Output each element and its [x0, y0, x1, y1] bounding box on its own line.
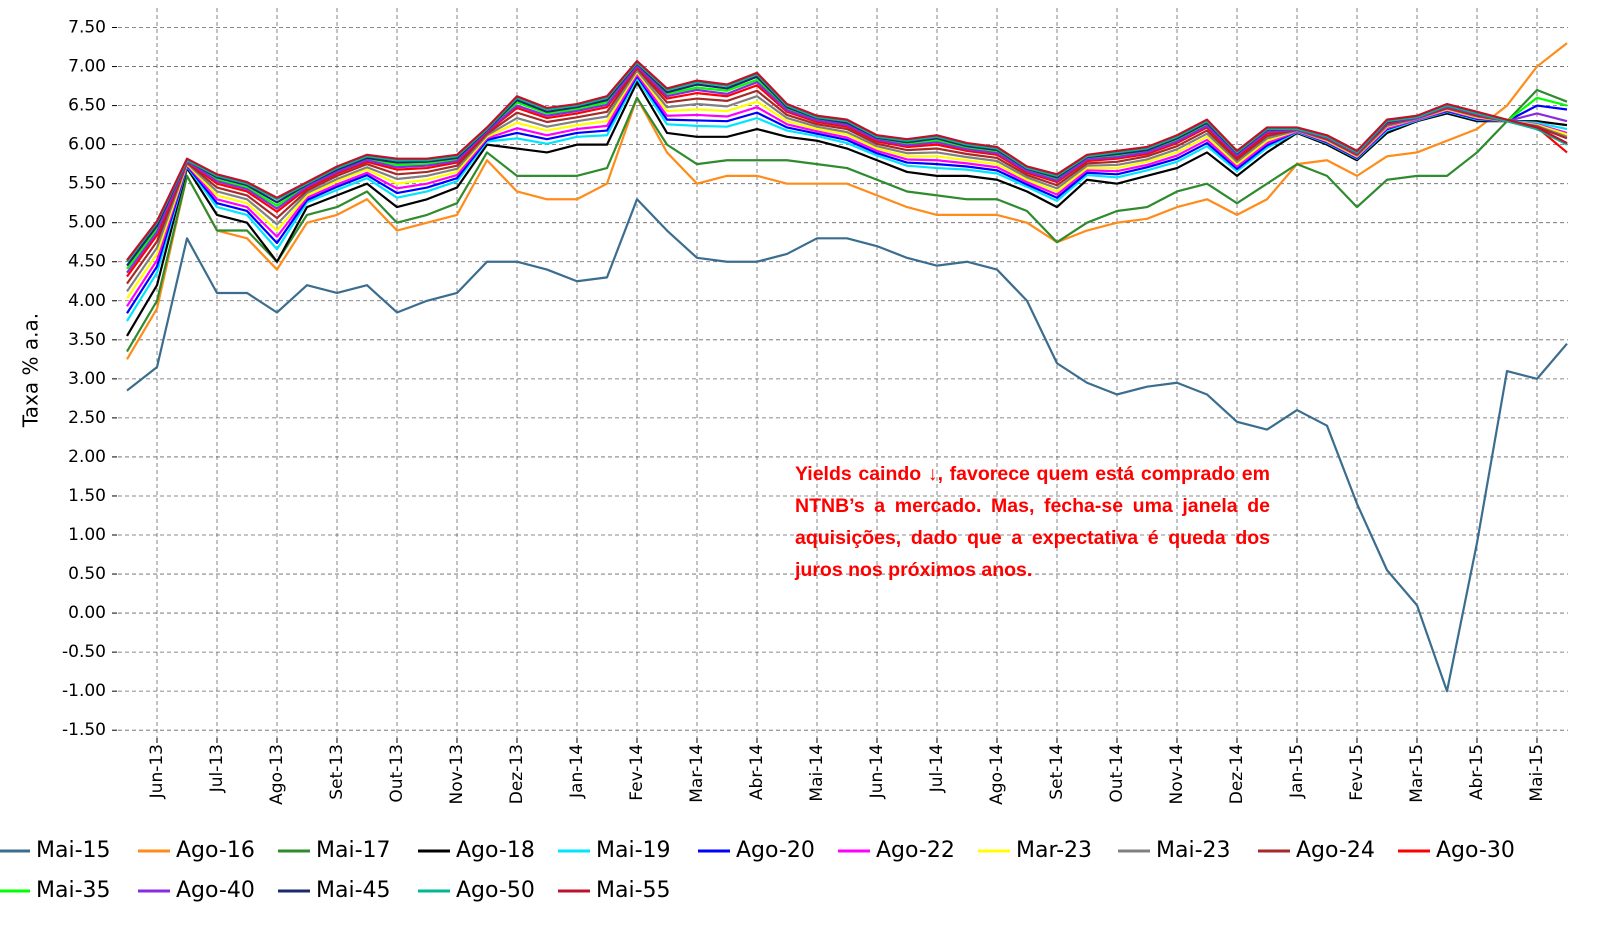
legend-label: Ago-22	[876, 838, 955, 863]
x-tick-label: Out-14	[1107, 744, 1127, 803]
legend-label: Mar-23	[1016, 838, 1092, 863]
x-tick-label: Dez-13	[507, 744, 527, 804]
x-tick-label: Set-13	[327, 744, 347, 800]
legend-label: Ago-18	[456, 838, 535, 863]
legend-label: Ago-24	[1296, 838, 1375, 863]
y-tick-label: 0.50	[68, 564, 106, 584]
x-tick-label: Ago-13	[267, 744, 287, 805]
legend-label: Ago-40	[176, 878, 255, 903]
series-line	[126, 88, 1568, 353]
legend-label: Ago-16	[176, 838, 255, 863]
y-tick-label: -1.50	[62, 720, 106, 740]
series-line	[126, 61, 1568, 263]
y-tick-label: 2.50	[68, 408, 106, 428]
x-tick-label: Mai-15	[1527, 744, 1547, 802]
y-tick-label: 4.50	[68, 252, 106, 272]
x-tick-label: Jan-14	[567, 744, 587, 799]
x-tick-label: Mar-15	[1407, 744, 1427, 803]
series-line	[126, 42, 1568, 360]
y-axis-label: Taxa % a.a.	[19, 313, 43, 428]
legend-label: Mai-55	[596, 878, 671, 903]
y-tick-label: 0.00	[68, 603, 106, 623]
legend-label: Mai-17	[316, 838, 391, 863]
y-tick-label: 7.00	[68, 57, 106, 77]
x-tick-label: Fev-15	[1347, 744, 1367, 801]
y-tick-label: 7.50	[68, 18, 106, 38]
x-tick-label: Jun-14	[867, 744, 887, 799]
series-line	[126, 73, 1568, 307]
x-tick-label: Out-13	[387, 744, 407, 803]
legend-label: Mai-19	[596, 838, 671, 863]
y-tick-label: 6.00	[68, 135, 106, 155]
legend-label: Mai-45	[316, 878, 391, 903]
series-line	[126, 74, 1568, 314]
legend-label: Ago-30	[1436, 838, 1515, 863]
x-tick-label: Ago-14	[987, 744, 1007, 805]
x-tick-label: Jul-13	[207, 744, 227, 793]
y-tick-label: 2.00	[68, 447, 106, 467]
y-tick-label: 3.00	[68, 369, 106, 389]
x-tick-label: Abr-15	[1467, 744, 1487, 800]
series-line	[126, 59, 1568, 261]
legend-label: Ago-20	[736, 838, 815, 863]
legend-label: Mai-23	[1156, 838, 1231, 863]
y-tick-label: 4.00	[68, 291, 106, 311]
x-tick-label: Jun-13	[147, 744, 167, 799]
x-tick-label: Nov-14	[1167, 744, 1187, 805]
x-tick-label: Dez-14	[1227, 744, 1247, 804]
legend-label: Mai-35	[36, 878, 111, 903]
y-tick-label: 5.50	[68, 174, 106, 194]
x-tick-label: Fev-14	[627, 744, 647, 801]
x-tick-label: Set-14	[1047, 744, 1067, 800]
x-tick-label: Jul-14	[927, 744, 947, 793]
y-tick-label: 1.50	[68, 486, 106, 506]
x-tick-label: Mai-14	[807, 744, 827, 802]
x-tick-label: Nov-13	[447, 744, 467, 805]
x-tick-label: Mar-14	[687, 744, 707, 803]
y-tick-label: 6.50	[68, 96, 106, 116]
series-line	[126, 198, 1568, 693]
legend-label: Mai-15	[36, 838, 111, 863]
legend-label: Ago-50	[456, 878, 535, 903]
annotation: Yields caindo ↓, favorece quem está comp…	[795, 463, 1270, 581]
x-tick-label: Jan-15	[1287, 744, 1307, 799]
y-tick-label: 5.00	[68, 213, 106, 233]
y-tick-label: -1.00	[62, 681, 106, 701]
series-line	[126, 81, 1568, 337]
x-tick-label: Abr-14	[747, 744, 767, 800]
y-tick-label: 3.50	[68, 330, 106, 350]
y-tick-label: -0.50	[62, 642, 106, 662]
y-tick-label: 1.00	[68, 525, 106, 545]
